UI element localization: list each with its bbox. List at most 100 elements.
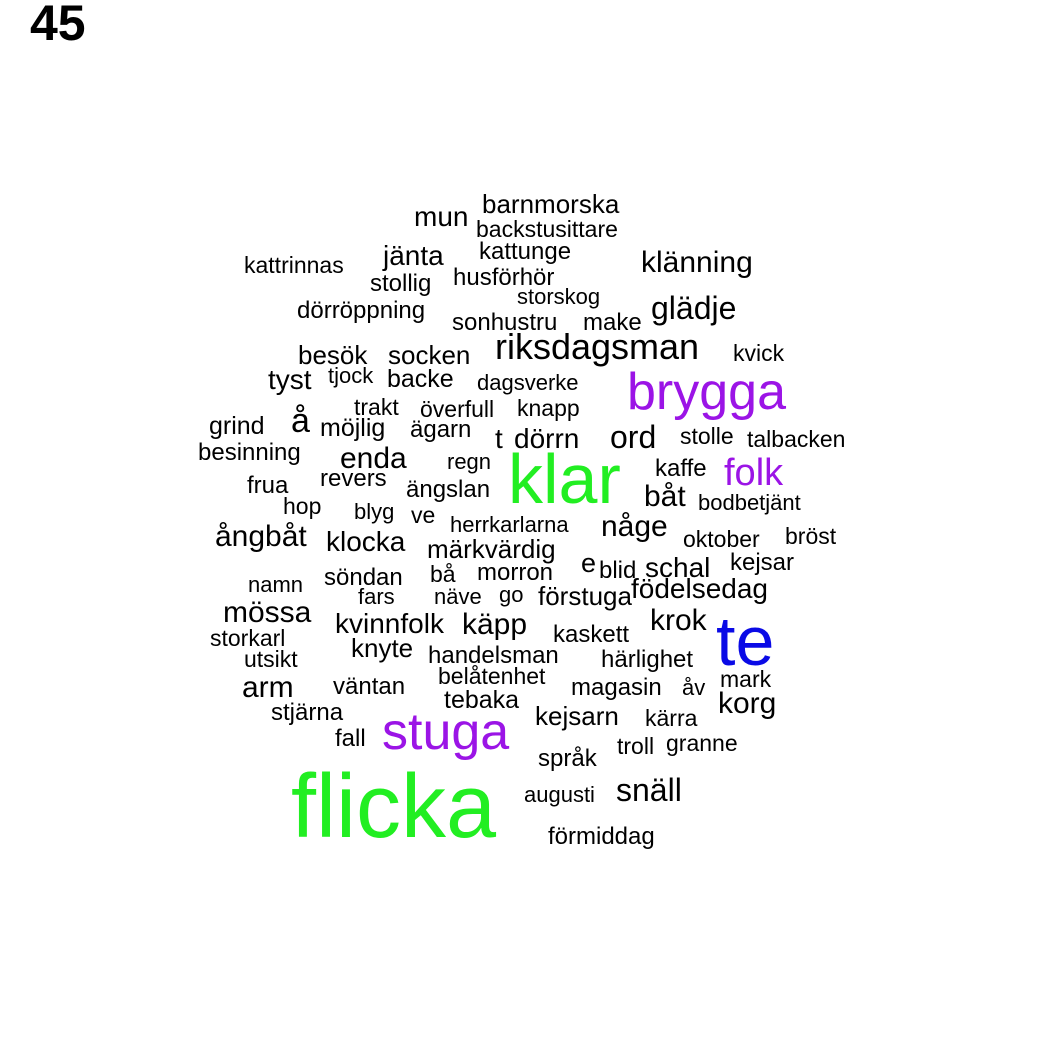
word-sondan: söndan — [324, 564, 403, 591]
word-stollig: stollig — [370, 270, 432, 297]
word-knyte: knyte — [351, 633, 414, 663]
word-morron: morron — [477, 559, 554, 586]
word-brost: bröst — [785, 523, 837, 549]
word-herrkarlarna: herrkarlarna — [450, 512, 569, 537]
word-kattunge: kattunge — [479, 238, 572, 265]
word-e: e — [581, 548, 597, 578]
word-bat: båt — [644, 480, 686, 513]
word-kvinnfolk: kvinnfolk — [335, 608, 444, 639]
word-storkarl: storkarl — [210, 625, 286, 651]
word-socken: socken — [388, 340, 471, 370]
word-utsikt: utsikt — [244, 646, 298, 672]
word-sonhustru: sonhustru — [452, 309, 558, 336]
word-oktober: oktober — [683, 526, 760, 552]
word-talbacken: talbacken — [747, 426, 846, 452]
word-troll: troll — [617, 733, 655, 759]
word-kaffe: kaffe — [655, 455, 707, 482]
word-ord: ord — [610, 419, 657, 455]
word-harlighet: härlighet — [601, 646, 694, 673]
word-namn: namn — [248, 572, 304, 597]
word-agarn: ägarn — [410, 416, 472, 443]
word-flicka: flicka — [291, 757, 497, 857]
word-dorrn: dörrn — [514, 423, 580, 454]
word-karra: kärra — [645, 705, 698, 731]
page-number: 45 — [30, 0, 86, 51]
word-krok: krok — [650, 604, 707, 637]
word-revers: revers — [320, 465, 387, 492]
word-kvick: kvick — [733, 340, 785, 366]
word-hop: hop — [283, 493, 322, 519]
word-stjarna: stjärna — [271, 699, 344, 726]
word-korg: korg — [718, 687, 777, 720]
word-arm: arm — [242, 671, 294, 704]
word-dagsverke: dagsverke — [477, 370, 579, 395]
word-granne: granne — [666, 730, 738, 756]
word-kejsar: kejsar — [730, 549, 795, 576]
word-snall: snäll — [616, 772, 682, 808]
word-tjock: tjock — [328, 363, 374, 388]
word-knapp: knapp — [517, 395, 580, 421]
word-blid: blid — [599, 557, 637, 584]
word-go: go — [499, 582, 524, 607]
word-backe: backe — [387, 365, 454, 393]
word-a: å — [291, 402, 310, 440]
word-frua: frua — [247, 472, 289, 499]
word-klocka: klocka — [326, 526, 406, 557]
word-angslan: ängslan — [406, 476, 491, 503]
word-riksdagsman: riksdagsman — [495, 326, 700, 367]
word-av: åv — [682, 675, 706, 700]
word-regn: regn — [447, 449, 492, 474]
word-kapp: käpp — [462, 608, 528, 641]
word-handelsman: handelsman — [428, 642, 559, 669]
word-folk: folk — [724, 452, 784, 494]
word-magasin: magasin — [571, 674, 662, 701]
word-barnmorska: barnmorska — [482, 189, 620, 219]
word-mun: mun — [414, 201, 469, 232]
word-mojlig: möjlig — [320, 414, 386, 442]
word-besinning: besinning — [198, 439, 301, 466]
word-tebaka: tebaka — [444, 686, 520, 714]
word-klanning: klänning — [641, 246, 753, 279]
word-storskog: storskog — [517, 284, 601, 309]
word-formiddag: förmiddag — [548, 823, 655, 850]
word-dorroppning: dörröppning — [297, 297, 426, 324]
word-gladje: glädje — [651, 290, 737, 326]
word-markvardig: märkvärdig — [427, 534, 556, 564]
word-kaskett: kaskett — [553, 621, 630, 648]
word-augusti: augusti — [524, 782, 595, 807]
word-forstuga: förstuga — [538, 581, 632, 611]
word-overfull: överfull — [420, 396, 495, 422]
word-te: te — [716, 602, 775, 680]
word-schal: schal — [645, 552, 711, 583]
word-trakt: trakt — [354, 394, 399, 420]
word-angbat: ångbåt — [215, 520, 307, 553]
word-vantan: väntan — [333, 673, 406, 700]
word-fodelsedag: födelsedag — [631, 573, 769, 604]
word-grind: grind — [209, 412, 265, 440]
word-husforhor: husförhör — [453, 264, 555, 291]
word-stuga: stuga — [382, 703, 510, 761]
word-enda: enda — [340, 442, 407, 475]
word-brygga: brygga — [627, 363, 786, 421]
word-nage: någe — [601, 510, 668, 543]
word-sprak: språk — [538, 745, 597, 772]
word-belatenhet: belåtenhet — [438, 663, 546, 689]
word-kejsarn: kejsarn — [535, 701, 619, 731]
word-bodbetjant: bodbetjänt — [698, 490, 801, 515]
word-tyst: tyst — [268, 364, 312, 395]
word-fall: fall — [335, 725, 366, 752]
word-ve: ve — [411, 502, 436, 528]
word-make: make — [583, 309, 642, 336]
word-nave: näve — [434, 584, 482, 609]
word-ba: bå — [430, 561, 456, 587]
word-besok: besök — [298, 340, 368, 370]
word-t: t — [495, 423, 503, 454]
word-backstusittare: backstusittare — [476, 216, 618, 242]
word-mark: mark — [720, 666, 772, 692]
word-kattrinnas: kattrinnas — [244, 252, 344, 278]
word-stolle: stolle — [680, 423, 734, 449]
word-fars: fars — [358, 584, 395, 609]
word-mossa: mössa — [223, 596, 312, 629]
